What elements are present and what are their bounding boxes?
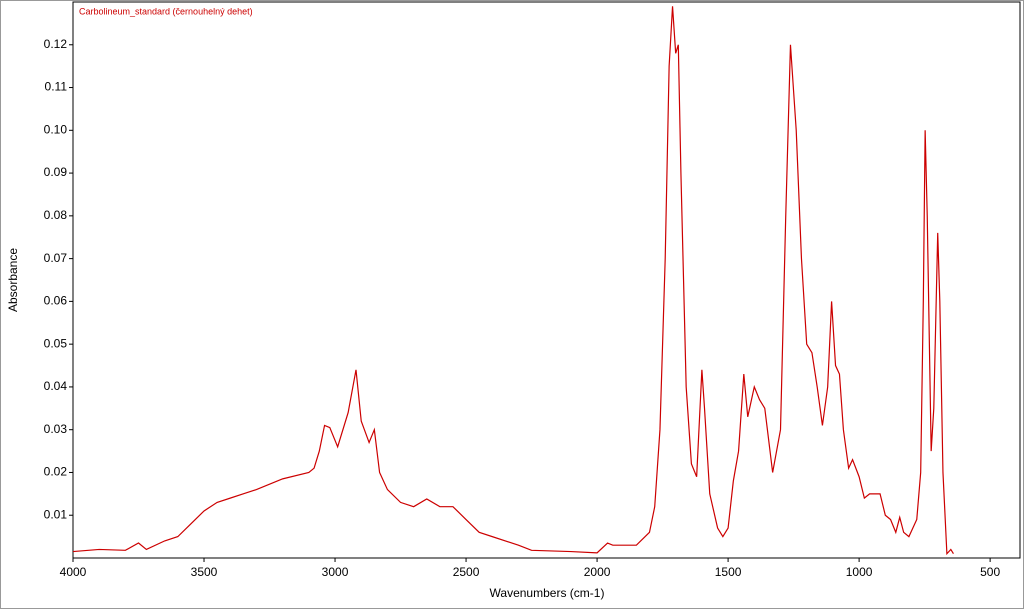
- y-tick-label: 0.12: [44, 37, 68, 51]
- x-tick-label: 1000: [846, 565, 873, 579]
- x-tick-label: 500: [980, 565, 1000, 579]
- y-tick-label: 0.01: [44, 507, 68, 521]
- x-tick-label: 2000: [584, 565, 611, 579]
- y-tick-label: 0.09: [44, 165, 68, 179]
- y-tick-label: 0.02: [44, 465, 68, 479]
- y-tick-label: 0.07: [44, 251, 68, 265]
- y-tick-label: 0.08: [44, 208, 68, 222]
- x-tick-label: 1500: [715, 565, 742, 579]
- x-tick-label: 2500: [453, 565, 480, 579]
- x-tick-label: 3000: [322, 565, 349, 579]
- y-tick-label: 0.03: [44, 422, 68, 436]
- y-tick-label: 0.05: [44, 336, 68, 350]
- legend-entry: Carbolineum_standard (černouhelný dehet): [79, 6, 253, 16]
- x-tick-label: 3500: [191, 565, 218, 579]
- y-tick-label: 0.04: [44, 379, 68, 393]
- plot-area: [72, 1, 1021, 559]
- y-tick-label: 0.10: [44, 122, 68, 136]
- y-tick-label: 0.11: [45, 80, 68, 94]
- y-tick-label: 0.06: [44, 294, 68, 308]
- x-axis-label: Wavenumbers (cm-1): [490, 586, 605, 600]
- spectrum-line: [72, 6, 954, 556]
- y-axis-label: Absorbance: [6, 248, 20, 312]
- x-tick-label: 4000: [60, 565, 87, 579]
